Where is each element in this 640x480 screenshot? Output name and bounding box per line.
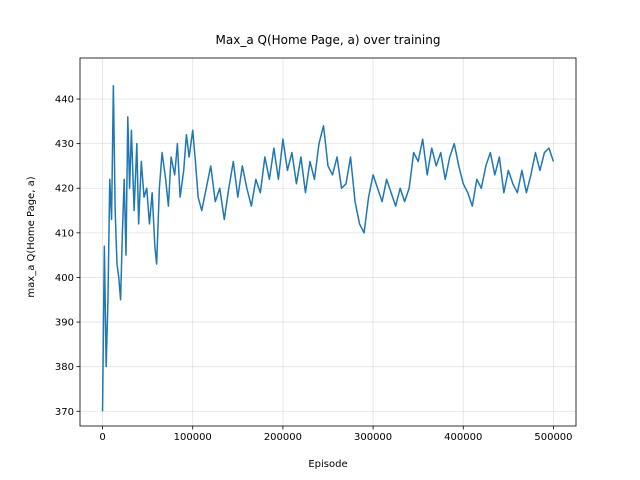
x-tick-label: 0 <box>99 432 105 443</box>
y-tick-label: 400 <box>55 273 74 284</box>
y-tick-label: 440 <box>55 95 74 106</box>
y-axis-label: max_a Q(Home Page, a) <box>26 176 37 297</box>
chart-title: Max_a Q(Home Page, a) over training <box>216 33 441 47</box>
x-tick-label: 400000 <box>444 432 482 443</box>
y-tick-label: 410 <box>55 228 74 239</box>
y-tick-label: 390 <box>55 318 74 329</box>
x-tick-label: 100000 <box>174 432 212 443</box>
data-line <box>101 84 555 412</box>
y-tick-label: 380 <box>55 362 74 373</box>
plot-frame <box>79 57 577 427</box>
x-tick-label: 500000 <box>534 432 572 443</box>
x-tick-label: 200000 <box>264 432 302 443</box>
y-tick-label: 370 <box>55 407 74 418</box>
x-tick-label: 300000 <box>354 432 392 443</box>
y-tick-label: 420 <box>55 184 74 195</box>
x-axis-label: Episode <box>308 459 347 470</box>
y-tick-label: 430 <box>55 139 74 150</box>
